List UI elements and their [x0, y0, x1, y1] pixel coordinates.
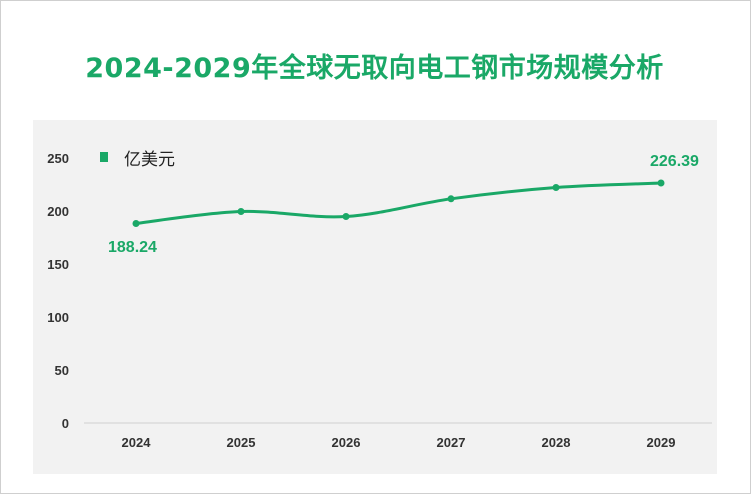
- data-point: [237, 208, 245, 216]
- data-label-last: 226.39: [650, 153, 699, 170]
- y-tick-label: 250: [47, 151, 69, 166]
- y-tick-label: 50: [55, 363, 69, 378]
- x-tick-label: 2024: [122, 435, 152, 450]
- data-point: [552, 183, 560, 191]
- x-tick-label: 2025: [227, 435, 256, 450]
- y-tick-label: 0: [62, 416, 69, 431]
- y-tick-label: 150: [47, 257, 69, 272]
- plot-area: [33, 120, 717, 474]
- x-tick-label: 2029: [647, 435, 676, 450]
- x-tick-label: 2027: [437, 435, 466, 450]
- data-point: [447, 195, 455, 203]
- data-point: [132, 219, 140, 227]
- data-label-first: 188.24: [108, 239, 157, 256]
- series-line: [134, 181, 663, 225]
- data-point: [342, 213, 350, 221]
- y-axis-ticks: 250 200 150 100 50 0: [47, 151, 69, 431]
- legend-marker: [100, 152, 108, 162]
- x-tick-label: 2026: [332, 435, 361, 450]
- data-point: [657, 179, 665, 187]
- chart-title: 2024-2029年全球无取向电工钢市场规模分析: [85, 53, 664, 84]
- y-tick-label: 200: [47, 204, 69, 219]
- y-tick-label: 100: [47, 310, 69, 325]
- x-axis-ticks: 2024 2025 2026 2027 2028 2029: [122, 435, 676, 450]
- legend-label: 亿美元: [124, 150, 175, 170]
- data-points: [132, 179, 665, 227]
- x-tick-label: 2028: [542, 435, 571, 450]
